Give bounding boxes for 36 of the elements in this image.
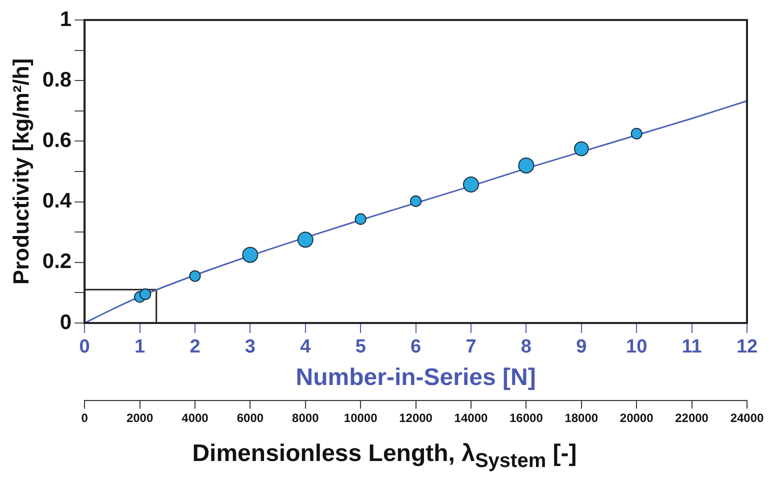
x2-tick-label: 24000 xyxy=(730,411,764,426)
y-tick-label: 0.8 xyxy=(42,68,72,92)
x-tick-label: 1 xyxy=(134,336,146,358)
x-tick-label: 9 xyxy=(576,336,587,358)
x-tick-label: 0 xyxy=(79,336,90,358)
x2-tick-label: 22000 xyxy=(675,411,709,426)
y-tick-label: 0.6 xyxy=(42,128,72,152)
x-axis-title: Number-in-Series [N] xyxy=(296,364,536,391)
x2-tick-label: 2000 xyxy=(126,411,154,426)
y-tick-label: 0.4 xyxy=(42,190,72,213)
x2-tick-label: 6000 xyxy=(236,411,264,426)
x-tick-label: 4 xyxy=(300,336,312,358)
x2-tick-label: 20000 xyxy=(620,411,654,426)
x2-tick-label: 8000 xyxy=(292,411,320,426)
x2-tick-label: 0 xyxy=(81,411,88,426)
x2-tick-label: 16000 xyxy=(510,411,544,426)
y-tick-label: 0.2 xyxy=(42,250,72,274)
x-tick-label: 5 xyxy=(355,336,366,358)
x-tick-label: 3 xyxy=(244,336,256,358)
line-series xyxy=(84,100,747,323)
x2-tick-label: 14000 xyxy=(454,411,488,426)
y-axis-title: Productivity [kg/m²/h] xyxy=(8,58,34,285)
x2-tick-label: 4000 xyxy=(182,411,209,426)
x-tick-label: 8 xyxy=(520,336,532,358)
y-tick-label: 0 xyxy=(60,310,72,334)
x-tick-label: 2 xyxy=(190,336,200,358)
x-tick-label: 11 xyxy=(682,336,702,358)
x-tick-label: 12 xyxy=(736,336,758,358)
y-tick-label: 1 xyxy=(60,8,72,31)
x-tick-label: 6 xyxy=(410,336,422,358)
x2-tick-label: 12000 xyxy=(399,411,433,426)
x2-tick-label: 18000 xyxy=(564,411,598,426)
x2-axis-title: Dimensionless Length, λ$_{System}$ [-] xyxy=(191,440,578,473)
x2-tick-label: 10000 xyxy=(344,411,378,426)
x-tick-label: 7 xyxy=(466,336,476,358)
x-tick-label: 10 xyxy=(626,336,648,358)
